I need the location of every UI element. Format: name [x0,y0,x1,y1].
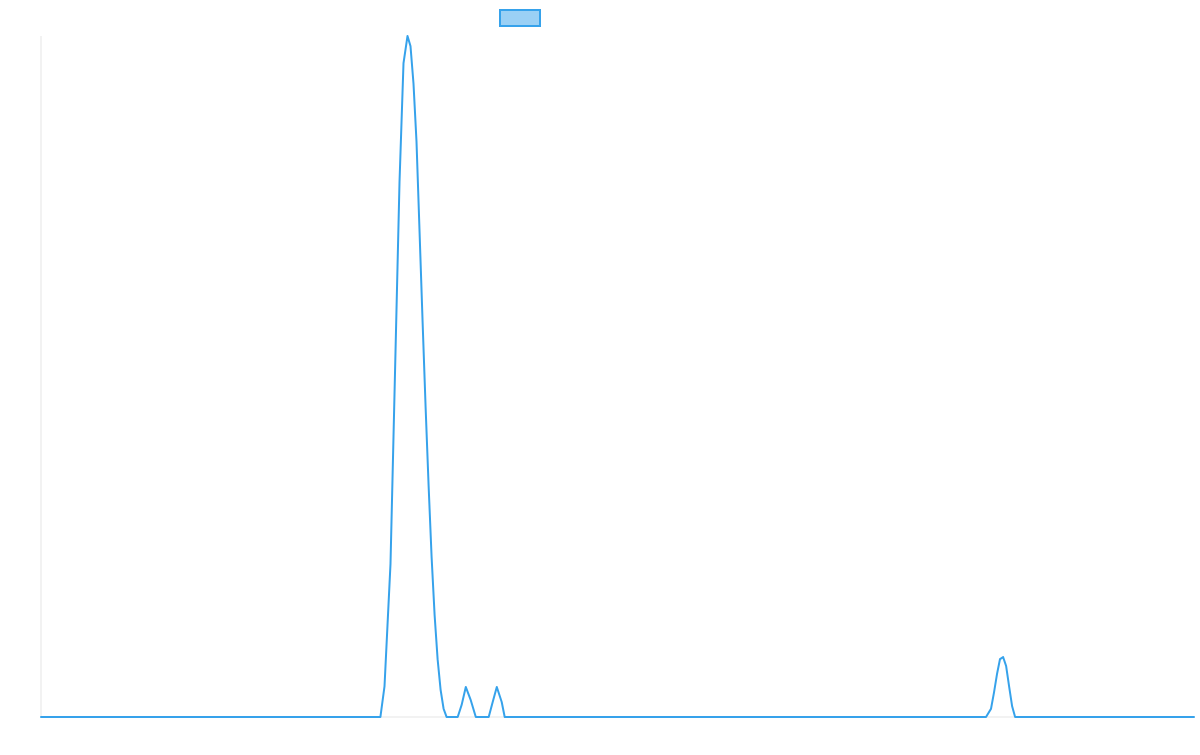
legend-swatch-0 [499,9,541,27]
series-line-0 [40,35,1195,718]
